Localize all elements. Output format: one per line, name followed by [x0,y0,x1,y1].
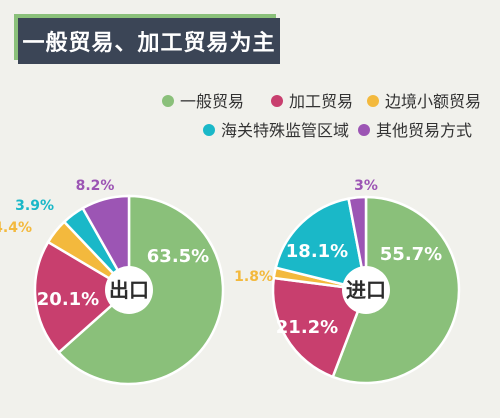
center-label: 出口 [109,278,149,302]
legend-label: 一般贸易 [180,92,244,111]
center-label: 进口 [346,278,386,302]
legend-label: 边境小额贸易 [385,92,481,111]
legend-swatch [203,124,215,136]
legend-label: 加工贸易 [289,92,353,111]
data-label: 1.8% [234,269,273,285]
legend-label: 其他贸易方式 [376,121,472,140]
legend-entry-3: 边境小额贸易 [367,92,481,111]
data-label: 3% [354,178,378,194]
legend-swatch [358,124,370,136]
chart-title: 一般贸易、加工贸易为主 [18,18,280,64]
donut-hole [342,266,390,314]
pie-slice [331,195,461,385]
data-label: 4.4% [0,220,32,236]
legend-swatch [162,95,174,107]
donut-hole [105,266,153,314]
data-label: 55.7% [380,244,442,265]
legend-entry-2: 加工贸易 [271,92,353,111]
donut-chart-export: 出口 63.5% 20.1% 4.4% 3.9% 8.2% [0,178,225,386]
legend-label: 海关特殊监管区域 [221,121,349,140]
legend-entry-4: 海关特殊监管区域 [203,121,349,140]
pie-slice [33,240,132,355]
legend-swatch [367,95,379,107]
data-label: 3.9% [15,198,54,214]
title-accent: 一般贸易、加工贸易为主 [14,14,280,64]
legend-entry-5: 其他贸易方式 [358,121,472,140]
pie-slice [271,276,368,379]
pie-slice [274,197,368,292]
data-label: 20.1% [37,289,99,310]
data-label: 63.5% [147,246,209,267]
data-label: 18.1% [286,241,348,262]
legend-entry-1: 一般贸易 [162,92,244,111]
data-label: 21.2% [276,317,338,338]
pie-slice [81,194,131,295]
legend-swatch [271,95,283,107]
donut-chart-import: 进口 55.7% 21.2% 1.8% 18.1% 3% [234,178,461,385]
data-label: 8.2% [76,178,115,194]
